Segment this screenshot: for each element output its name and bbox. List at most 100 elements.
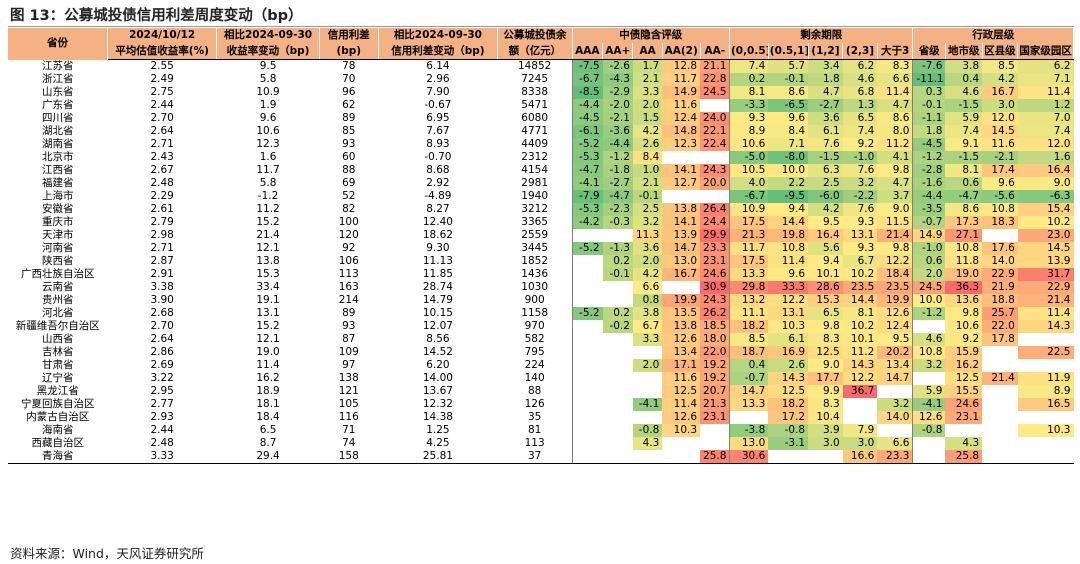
credit-spread: 92 bbox=[342, 242, 356, 254]
admin-cell bbox=[913, 372, 946, 385]
admin-cell: 17.3 bbox=[945, 216, 983, 229]
rating-cell: 1.0 bbox=[632, 164, 663, 177]
term-cell: 8.4 bbox=[768, 125, 809, 138]
term-cell: -6.5 bbox=[768, 99, 809, 112]
rating-cell: 14.7 bbox=[662, 242, 701, 255]
admin-cell: 7.4 bbox=[1017, 125, 1074, 138]
rating-cell: 26.4 bbox=[700, 203, 730, 216]
rating-cell: -0.2 bbox=[602, 320, 633, 333]
term-cell: 12.2 bbox=[877, 255, 914, 268]
rating-cell bbox=[603, 281, 633, 294]
term-cell: 3.2 bbox=[842, 177, 878, 190]
term-cell: 7.6 bbox=[842, 164, 878, 177]
yield-change: 19.1 bbox=[256, 294, 280, 306]
term-cell: 18.2 bbox=[729, 320, 769, 333]
yield-change: 9.6 bbox=[259, 112, 277, 124]
spread-change: 14.79 bbox=[422, 294, 453, 306]
term-cell: 6.6 bbox=[877, 437, 914, 450]
credit-spread: 100 bbox=[338, 216, 359, 228]
credit-spread: 74 bbox=[342, 437, 356, 449]
rating-cell: 2.0 bbox=[632, 359, 663, 372]
province-name: 湖北省 bbox=[42, 125, 74, 137]
avg-yield: 2.48 bbox=[150, 437, 174, 449]
admin-cell: 22.5 bbox=[1017, 346, 1074, 359]
term-cell: 11.4 bbox=[768, 255, 809, 268]
admin-cell: 21.4 bbox=[982, 372, 1018, 385]
source-note: 资料来源：Wind，天风证券研究所 bbox=[10, 546, 204, 561]
admin-cell: 0.6 bbox=[912, 255, 946, 268]
spread-change: 28.74 bbox=[422, 281, 453, 293]
header-rating-4: AA- bbox=[700, 43, 730, 60]
rating-cell bbox=[572, 320, 602, 333]
admin-cell: 15.9 bbox=[945, 346, 983, 359]
avg-yield: 2.48 bbox=[150, 177, 174, 189]
admin-cell: 12.6 bbox=[912, 411, 946, 424]
header-yield-date: 2024/10/12 bbox=[107, 28, 218, 43]
table-row: 江西省 2.67 11.7 88 8.68 4154 -4.7 -1.8 1.0 14.1 24.3… bbox=[8, 164, 1074, 177]
spread-change: 18.62 bbox=[422, 229, 453, 241]
table-row: 浙江省 2.49 5.8 70 2.96 7245 -6.7 -4.3 2.1 11.7 22.8 0… bbox=[8, 73, 1074, 86]
rating-cell: 2.6 bbox=[632, 138, 663, 151]
bond-balance: 37 bbox=[497, 450, 573, 464]
admin-cell: 9.2 bbox=[945, 333, 983, 346]
term-cell: 12.4 bbox=[877, 320, 914, 333]
rating-cell bbox=[572, 385, 602, 398]
rating-cell: 12.3 bbox=[662, 138, 701, 151]
admin-cell: -2.8 bbox=[912, 164, 946, 177]
province-name: 河北省 bbox=[42, 307, 74, 319]
rating-cell: 14.1 bbox=[662, 164, 701, 177]
rating-cell bbox=[603, 346, 633, 359]
admin-cell: -1.2 bbox=[912, 151, 946, 164]
term-cell: 4.0 bbox=[729, 177, 769, 190]
rating-cell: 22.8 bbox=[700, 73, 730, 86]
bond-balance: 126 bbox=[497, 398, 573, 411]
term-cell: 9.2 bbox=[842, 138, 878, 151]
admin-cell: 5.9 bbox=[912, 385, 946, 398]
term-cell: 36.7 bbox=[842, 385, 878, 398]
term-cell: 3.0 bbox=[808, 437, 843, 450]
bond-balance: 970 bbox=[497, 320, 573, 333]
term-cell: 7.4 bbox=[842, 125, 878, 138]
term-cell: 6.5 bbox=[808, 307, 843, 320]
table-row: 海南省 2.44 6.5 71 1.25 81 -0.8 10.3 -3.8 -0.8 3.9 7.9… bbox=[8, 424, 1074, 437]
spread-change: 14.00 bbox=[422, 372, 453, 384]
admin-cell bbox=[982, 359, 1018, 372]
table-row: 上海市 2.29 -1.2 52 -4.89 1940 -7.9 -4.7 -0.1 -6.7 -9… bbox=[8, 190, 1074, 203]
rating-cell: -7.9 bbox=[572, 190, 603, 203]
admin-cell: 23.0 bbox=[1017, 229, 1074, 242]
admin-cell: 6.2 bbox=[1017, 59, 1074, 73]
term-cell: 6.5 bbox=[842, 112, 878, 125]
term-cell: 2.2 bbox=[768, 177, 809, 190]
term-cell: 17.2 bbox=[768, 411, 809, 424]
rating-cell: 13.8 bbox=[662, 203, 701, 216]
admin-cell: 3.2 bbox=[912, 359, 946, 372]
header-term-4: 大于3 bbox=[877, 43, 914, 60]
admin-cell bbox=[913, 437, 946, 450]
admin-cell bbox=[982, 346, 1018, 359]
province-name: 上海市 bbox=[42, 190, 74, 202]
yield-change: 9.5 bbox=[259, 60, 277, 72]
admin-cell: 0.4 bbox=[945, 73, 983, 86]
admin-cell: 9.8 bbox=[945, 307, 983, 320]
rating-cell: 26.2 bbox=[700, 307, 730, 320]
admin-cell: 31.7 bbox=[1017, 268, 1074, 281]
rating-cell bbox=[572, 268, 602, 281]
admin-cell bbox=[982, 437, 1018, 450]
table-row: 宁夏回族自治区 2.77 18.1 105 12.32 126 -4.1 11.4 21.3 13… bbox=[8, 398, 1074, 411]
avg-yield: 2.75 bbox=[150, 86, 174, 98]
header-admin-1: 地市级 bbox=[945, 43, 983, 60]
credit-spread: 138 bbox=[338, 372, 359, 384]
rating-cell bbox=[572, 359, 602, 372]
term-cell: 10.9 bbox=[729, 203, 769, 216]
bond-balance: 81 bbox=[497, 424, 573, 437]
bond-balance: 4154 bbox=[497, 164, 573, 177]
avg-yield: 3.22 bbox=[150, 372, 174, 384]
bond-balance: 3212 bbox=[497, 203, 573, 216]
avg-yield: 2.70 bbox=[150, 112, 174, 124]
yield-change: 15.2 bbox=[256, 216, 280, 228]
term-cell: -9.5 bbox=[768, 190, 809, 203]
avg-yield: 2.44 bbox=[150, 99, 174, 111]
term-cell: -1.0 bbox=[842, 151, 878, 164]
rating-cell: -7.5 bbox=[572, 59, 603, 73]
term-cell: 14.7 bbox=[729, 385, 769, 398]
